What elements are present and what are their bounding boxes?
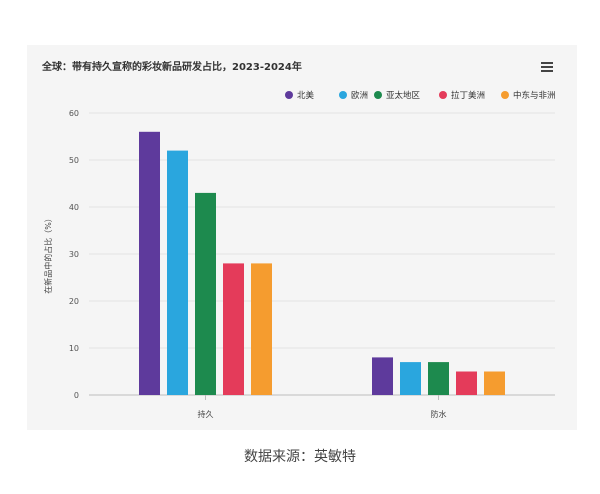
y-tick-label: 20 (69, 297, 79, 306)
source-caption: 数据来源：英敏特 (244, 449, 356, 465)
bar (139, 131, 160, 396)
chart-title: 全球：带有持久宣称的彩妆新品研发占比，2023-2024年 (42, 62, 302, 73)
legend-label: 亚太地区 (386, 91, 421, 101)
hamburger-menu-icon[interactable] (541, 62, 553, 72)
bar (195, 192, 216, 395)
y-tick-label: 30 (69, 250, 79, 259)
legend-label: 中东与非洲 (513, 91, 556, 101)
chart-card: 全球：带有持久宣称的彩妆新品研发占比，2023-2024年 北美 欧洲 亚太地区 拉丁… (27, 45, 577, 430)
x-tick-label: 持久 (198, 409, 214, 419)
legend-item[interactable]: 亚太地区 (374, 89, 420, 101)
legend-item[interactable]: 欧洲 (339, 89, 368, 101)
bar-chart: 0 10 20 30 40 50 60 在新品中的占比（%） 持久 防水 (43, 109, 555, 419)
legend-swatch (501, 91, 509, 99)
bar (484, 371, 505, 395)
bar (428, 362, 449, 395)
legend-swatch (374, 91, 382, 99)
legend-label: 北美 (297, 91, 315, 101)
legend-item[interactable]: 北美 (285, 89, 314, 101)
bar (223, 263, 244, 395)
bar (372, 357, 393, 395)
bar (456, 371, 477, 395)
x-tick-label: 防水 (431, 409, 447, 419)
bar (167, 150, 188, 395)
legend-label: 拉丁美洲 (451, 91, 486, 101)
bar (400, 362, 421, 395)
y-tick-label: 40 (69, 203, 79, 212)
y-tick-label: 50 (69, 156, 79, 165)
legend-item[interactable]: 中东与非洲 (501, 89, 556, 101)
y-tick-label: 0 (74, 391, 79, 400)
legend-swatch (439, 91, 447, 99)
bar (251, 263, 272, 395)
y-tick-label: 60 (69, 109, 79, 118)
legend: 北美 欧洲 亚太地区 拉丁美洲 中东与非洲 (27, 89, 577, 103)
y-axis-label: 在新品中的占比（%） (43, 214, 53, 294)
legend-item[interactable]: 拉丁美洲 (439, 89, 485, 101)
legend-swatch (339, 91, 347, 99)
legend-label: 欧洲 (351, 91, 369, 101)
y-tick-label: 10 (69, 344, 79, 353)
legend-swatch (285, 91, 293, 99)
